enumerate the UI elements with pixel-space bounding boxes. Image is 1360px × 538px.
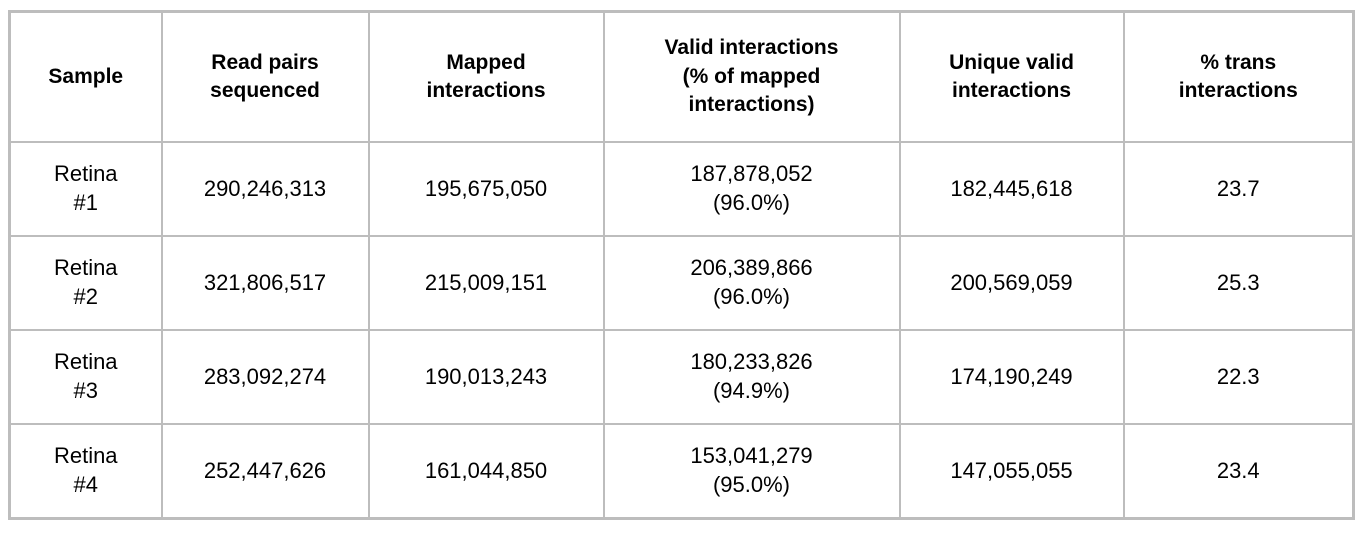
cell-unique-valid-interactions: 174,190,249 bbox=[898, 329, 1125, 425]
cell-valid-interactions: 180,233,826 (94.9%) bbox=[602, 329, 901, 425]
cell-mapped-interactions: 195,675,050 bbox=[367, 141, 605, 237]
cell-mapped-interactions: 215,009,151 bbox=[367, 235, 605, 331]
cell-mapped-interactions: 161,044,850 bbox=[367, 423, 605, 520]
cell-pct-trans-interactions: 25.3 bbox=[1122, 235, 1355, 331]
cell-pct-trans-interactions: 22.3 bbox=[1122, 329, 1355, 425]
cell-valid-interactions: 206,389,866 (96.0%) bbox=[602, 235, 901, 331]
cell-unique-valid-interactions: 147,055,055 bbox=[898, 423, 1125, 520]
table-row-retina-4: Retina #4 252,447,626 161,044,850 153,04… bbox=[8, 423, 1355, 520]
header-row: Sample Read pairs sequenced Mapped inter… bbox=[8, 10, 1355, 143]
cell-pct-trans-interactions: 23.4 bbox=[1122, 423, 1355, 520]
header-sample: Sample bbox=[8, 10, 163, 143]
cell-sample: Retina #3 bbox=[8, 329, 163, 425]
cell-valid-interactions: 153,041,279 (95.0%) bbox=[602, 423, 901, 520]
cell-mapped-interactions: 190,013,243 bbox=[367, 329, 605, 425]
sequencing-stats-table: Sample Read pairs sequenced Mapped inter… bbox=[8, 10, 1355, 520]
cell-read-pairs-sequenced: 290,246,313 bbox=[160, 141, 370, 237]
cell-sample: Retina #4 bbox=[8, 423, 163, 520]
cell-unique-valid-interactions: 182,445,618 bbox=[898, 141, 1125, 237]
cell-read-pairs-sequenced: 283,092,274 bbox=[160, 329, 370, 425]
header-mapped-interactions: Mapped interactions bbox=[367, 10, 605, 143]
cell-read-pairs-sequenced: 321,806,517 bbox=[160, 235, 370, 331]
header-unique-valid-interactions: Unique valid interactions bbox=[898, 10, 1125, 143]
table-row-retina-3: Retina #3 283,092,274 190,013,243 180,23… bbox=[8, 329, 1355, 425]
table-row-retina-1: Retina #1 290,246,313 195,675,050 187,87… bbox=[8, 141, 1355, 237]
cell-sample: Retina #1 bbox=[8, 141, 163, 237]
cell-read-pairs-sequenced: 252,447,626 bbox=[160, 423, 370, 520]
cell-unique-valid-interactions: 200,569,059 bbox=[898, 235, 1125, 331]
cell-valid-interactions: 187,878,052 (96.0%) bbox=[602, 141, 901, 237]
header-read-pairs-sequenced: Read pairs sequenced bbox=[160, 10, 370, 143]
table-row-retina-2: Retina #2 321,806,517 215,009,151 206,38… bbox=[8, 235, 1355, 331]
header-valid-interactions: Valid interactions (% of mapped interact… bbox=[602, 10, 901, 143]
header-pct-trans-interactions: % trans interactions bbox=[1122, 10, 1355, 143]
cell-sample: Retina #2 bbox=[8, 235, 163, 331]
cell-pct-trans-interactions: 23.7 bbox=[1122, 141, 1355, 237]
